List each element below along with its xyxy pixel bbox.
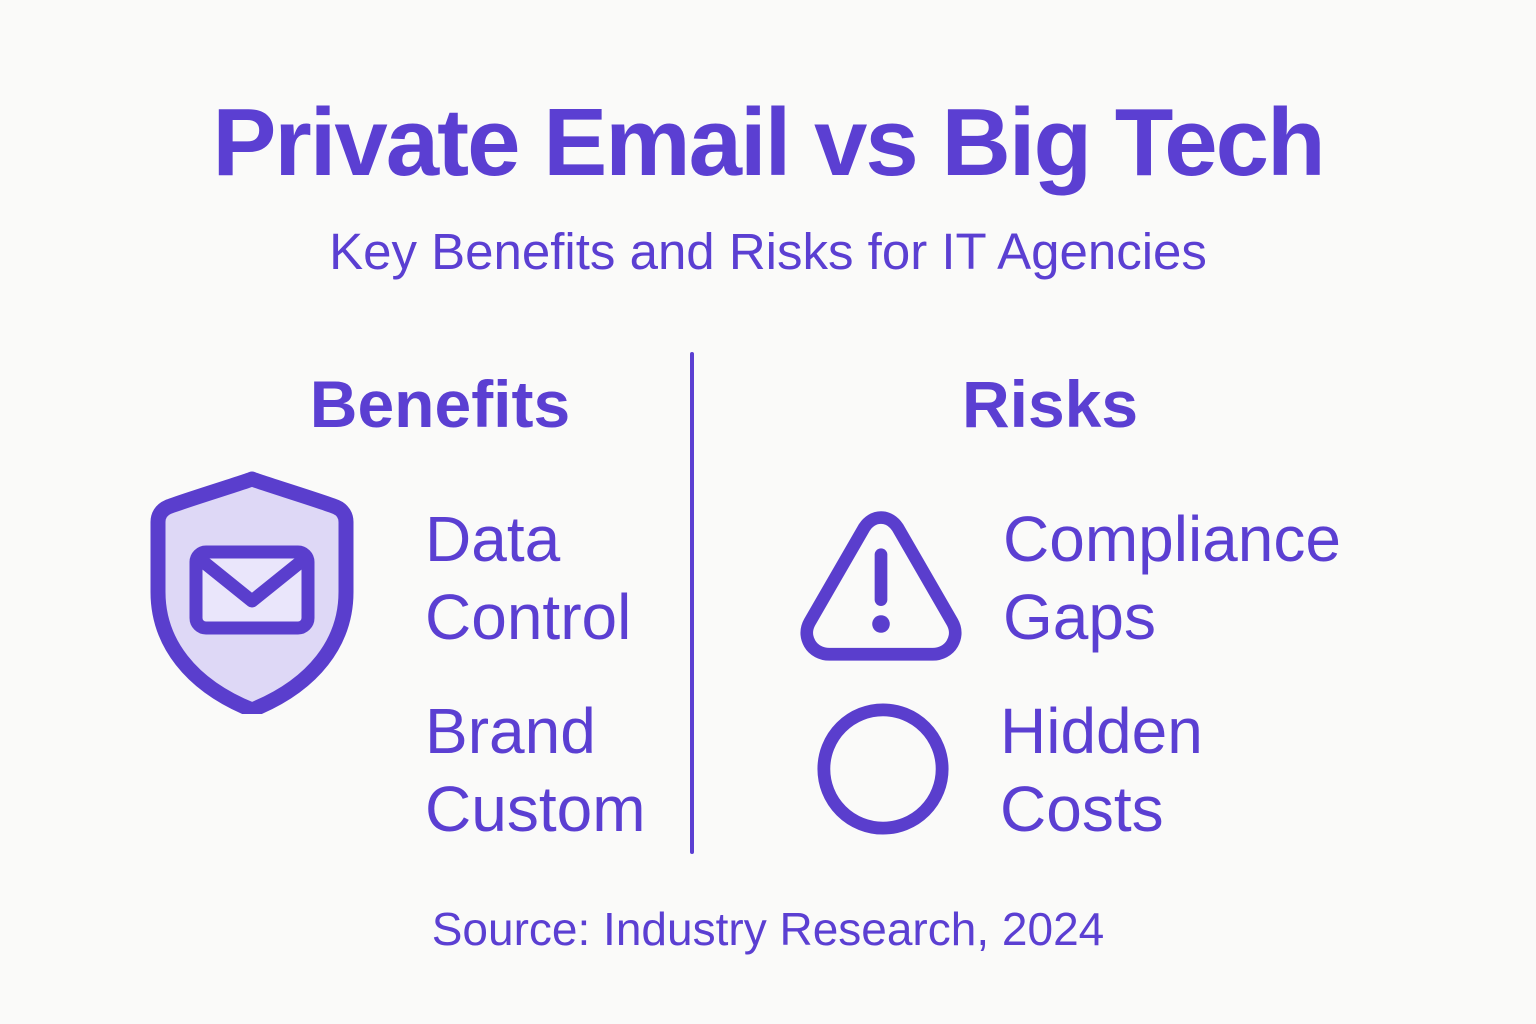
- risk-item-hidden-costs: Hidden Costs: [1000, 695, 1203, 846]
- risks-header: Risks: [961, 367, 1139, 441]
- shield-email-icon: [150, 470, 354, 714]
- page-title: Private Email vs Big Tech: [212, 89, 1325, 196]
- benefit-item-data-control: Data Control: [425, 503, 632, 654]
- column-divider: [690, 352, 694, 854]
- warning-triangle-icon: [798, 500, 964, 666]
- circle-icon: [814, 700, 952, 838]
- page-subtitle: Key Benefits and Risks for IT Agencies: [329, 223, 1207, 280]
- risk-item-compliance-gaps: Compliance Gaps: [1003, 503, 1341, 654]
- source-caption: Source: Industry Research, 2024: [431, 903, 1105, 955]
- benefit-item-brand-custom: Brand Custom: [425, 695, 646, 846]
- benefits-header: Benefits: [309, 367, 571, 441]
